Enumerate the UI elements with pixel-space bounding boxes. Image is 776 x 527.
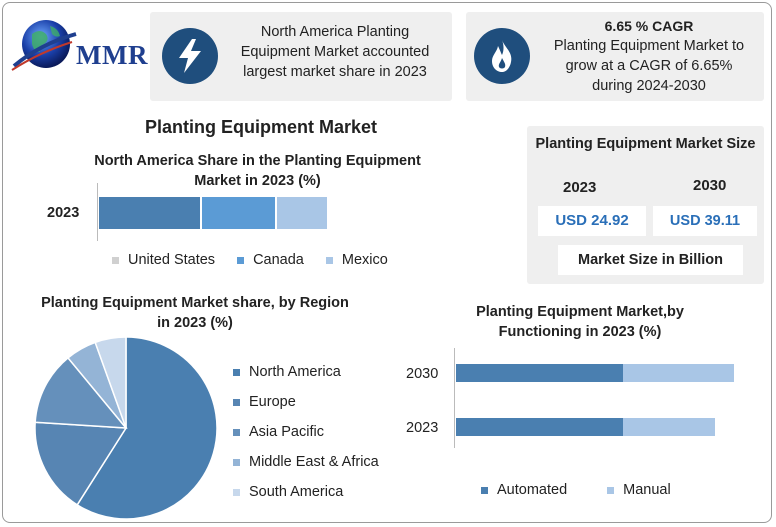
card2-line-3: during 2024-2030 [592, 78, 706, 94]
na-share-axis [97, 183, 98, 241]
legend-north-america: North America [233, 357, 403, 387]
functioning-label-2030: 2030 [406, 366, 439, 382]
info-card-north-america: North America Planting Equipment Market … [150, 12, 452, 101]
card1-line-1: North America Planting [260, 24, 410, 40]
na-share-chart-title: North America Share in the Planting Equi… [94, 153, 421, 189]
globe-icon [11, 20, 77, 71]
legend-swatch-mexico [325, 256, 333, 264]
functioning-segment-manual-2023 [622, 418, 715, 436]
legend-label-automated: Automated [497, 482, 568, 498]
region-chart-title: Planting Equipment Market share, by Regi… [41, 295, 349, 331]
legend-swatch-united-states [112, 256, 119, 264]
legend-label-united-states: United States [128, 252, 216, 268]
pie-slice-north-america [76, 336, 218, 520]
market-size-value-2030: USD 39.11 [653, 206, 757, 236]
card2-line-1: Planting Equipment Market to [553, 38, 745, 54]
pie-slice-asia-pacific [34, 356, 128, 429]
legend-asia-pacific: Asia Pacific [233, 417, 403, 447]
na-share-legend: United States Canada Mexico [112, 252, 412, 268]
pie-slice-south-america [94, 336, 127, 429]
functioning-segment-manual-2030 [622, 364, 734, 382]
legend-label-canada: Canada [253, 252, 304, 268]
card2-line-2: grow at a CAGR of 6.65% [565, 58, 733, 74]
legend-swatch-asia-pacific [233, 428, 240, 436]
mmr-logo: MMR [10, 14, 150, 78]
flame-icon [474, 28, 530, 84]
legend-mexico: Mexico [325, 252, 388, 268]
card1-line-2: Equipment Market accounted [240, 44, 430, 60]
legend-label-manual: Manual [623, 482, 671, 498]
na-share-segment-united-states [99, 197, 200, 229]
legend-label-europe: Europe [249, 394, 296, 410]
na-share-segment-mexico [276, 197, 327, 229]
legend-label-mexico: Mexico [341, 252, 388, 268]
functioning-axis [454, 348, 455, 448]
legend-swatch-south-america [233, 488, 240, 496]
legend-south-america: South America [233, 477, 403, 507]
legend-united-states: United States [112, 252, 215, 268]
legend-europe: Europe [233, 387, 403, 417]
legend-manual: Manual [607, 482, 671, 498]
functioning-segment-automated-2030 [456, 364, 623, 382]
legend-label-middle-east-africa: Middle East & Africa [249, 454, 379, 470]
functioning-segment-automated-2023 [456, 418, 623, 436]
main-title: Planting Equipment Market [145, 117, 378, 137]
legend-swatch-middle-east-africa [233, 458, 240, 466]
na-share-category-label: 2023 [47, 205, 80, 221]
functioning-chart-title: Planting Equipment Market,by Functioning… [476, 304, 684, 340]
na-share-bar [99, 197, 327, 229]
market-size-value-2023: USD 24.92 [538, 206, 646, 236]
legend-swatch-europe [233, 398, 240, 406]
logo-text: MMR [76, 40, 148, 70]
lightning-icon [162, 28, 218, 84]
legend-label-north-america: North America [249, 364, 341, 380]
market-size-year-2030: 2030 [693, 177, 727, 194]
functioning-legend: Automated Manual [481, 482, 671, 498]
legend-label-asia-pacific: Asia Pacific [249, 424, 324, 440]
market-size-title: Planting Equipment Market Size [535, 136, 756, 152]
legend-swatch-canada [237, 256, 245, 264]
legend-swatch-automated [481, 486, 488, 494]
legend-swatch-manual [607, 486, 615, 494]
region-legend: North America Europe Asia Pacific Middle… [233, 357, 403, 507]
legend-automated: Automated [481, 482, 567, 498]
pie-slice-europe [34, 421, 128, 506]
market-size-year-2023: 2023 [563, 179, 597, 196]
functioning-label-2023: 2023 [406, 420, 439, 436]
market-size-caption: Market Size in Billion [558, 245, 743, 275]
market-size-box: Planting Equipment Market Size 2023 2030… [527, 126, 764, 284]
na-share-segment-canada [201, 197, 275, 229]
functioning-bar-2023 [456, 418, 734, 436]
legend-swatch-north-america [233, 368, 240, 376]
legend-label-south-america: South America [249, 484, 344, 500]
info-card-cagr: 6.65 % CAGR Planting Equipment Market to… [466, 12, 764, 101]
card1-line-3: largest market share in 2023 [243, 64, 427, 80]
legend-canada: Canada [237, 252, 304, 268]
legend-middle-east-africa: Middle East & Africa [233, 447, 403, 477]
functioning-bar-2030 [456, 364, 734, 382]
cagr-title: 6.65 % CAGR [604, 18, 694, 34]
region-pie-chart [34, 336, 218, 520]
